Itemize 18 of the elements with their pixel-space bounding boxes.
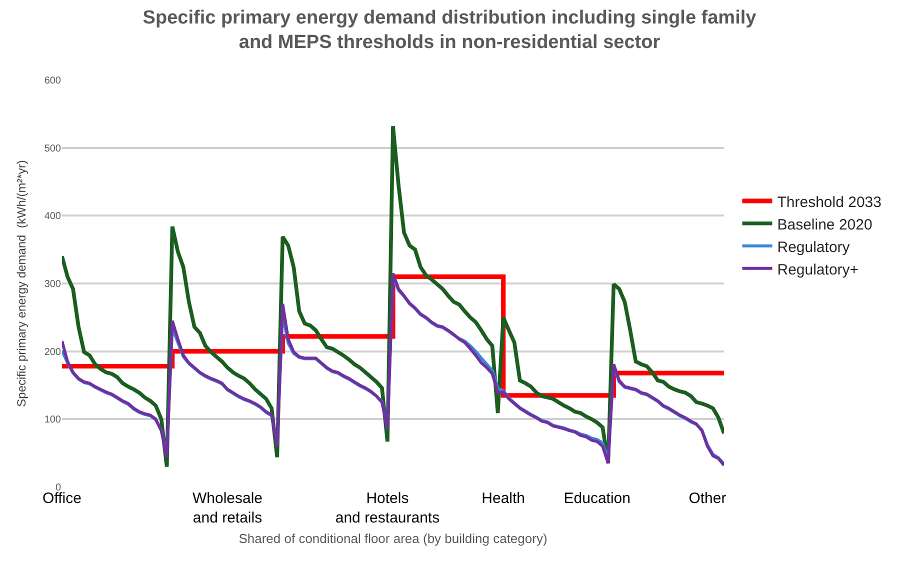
- x-tick-label: Other: [688, 490, 726, 507]
- y-tick-label: 200: [44, 346, 62, 358]
- y-tick-label: 600: [44, 76, 62, 86]
- legend-label: Baseline 2020: [777, 216, 872, 234]
- x-axis-title: Shared of conditional floor area (by building category): [238, 531, 548, 546]
- y-tick-label: 400: [44, 211, 62, 222]
- x-tick-label: Health: [482, 490, 526, 507]
- chart-title: Specific primary energy demand distribution including single family and MEPS thresholds in non-residential sector: [142, 7, 757, 53]
- x-tick-label: Hotels and restaurants: [335, 490, 440, 526]
- y-tick-label: 300: [44, 279, 62, 290]
- y-tick-label: 500: [44, 143, 62, 154]
- x-tick-label: Education: [564, 490, 630, 507]
- y-axis-title: Specific primary energy demand (kWh/(m²*yr): [14, 160, 29, 407]
- y-tick-label: 100: [44, 414, 62, 426]
- legend-label: Threshold 2033: [777, 194, 882, 211]
- x-tick-label: Wholesale and retails: [192, 490, 263, 526]
- legend-label: Regulatory+: [777, 261, 859, 278]
- legend-label: Regulatory: [777, 238, 850, 256]
